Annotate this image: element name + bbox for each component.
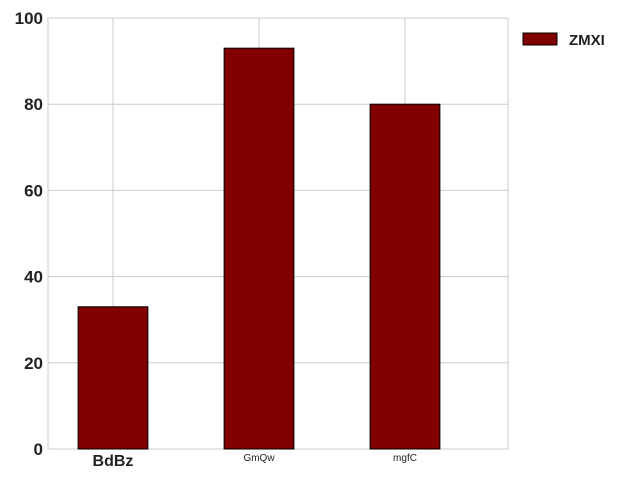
- bars: [77, 47, 441, 450]
- y-tick-label: 40: [24, 268, 43, 287]
- y-tick-label: 100: [15, 9, 43, 28]
- x-tick-label: GmQw: [243, 453, 275, 464]
- y-tick-label: 0: [34, 440, 43, 459]
- legend: ZMXI: [522, 32, 605, 49]
- y-tick-label: 20: [24, 354, 43, 373]
- legend-label: ZMXI: [569, 32, 605, 49]
- bar-GmQw: [223, 47, 295, 450]
- y-axis-ticks: 0 20 40 60 80 100: [15, 9, 43, 459]
- bar-BdBz: [77, 306, 149, 450]
- x-tick-label: BdBz: [93, 453, 134, 470]
- legend-swatch: [522, 32, 558, 46]
- x-axis-ticks: BdBz GmQw mgfC: [93, 453, 417, 470]
- bar-mgfC: [369, 103, 441, 450]
- y-tick-label: 60: [24, 181, 43, 200]
- y-tick-label: 80: [24, 95, 43, 114]
- x-tick-label: mgfC: [393, 453, 417, 464]
